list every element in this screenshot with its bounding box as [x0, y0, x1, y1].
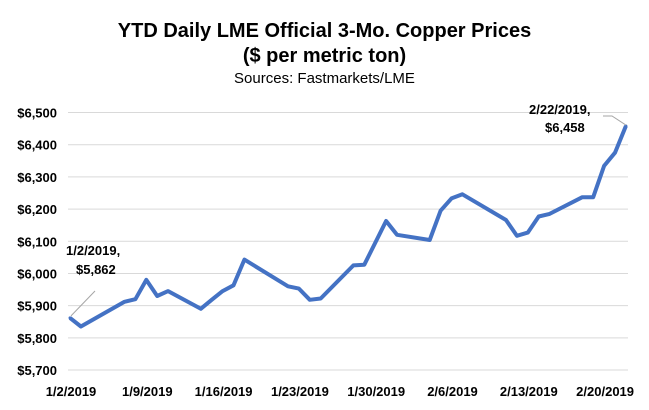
x-tick-label: 2/20/2019 [576, 384, 634, 399]
data-point [395, 233, 399, 237]
chart-subtitle: Sources: Fastmarkets/LME [234, 70, 415, 87]
y-tick-label: $6,100 [17, 234, 57, 249]
data-point [428, 238, 432, 242]
data-point [297, 287, 301, 291]
data-point [133, 297, 137, 301]
data-point [199, 307, 203, 311]
x-tick-label: 1/2/2019 [46, 384, 97, 399]
x-tick-label: 1/16/2019 [195, 384, 253, 399]
series-line [68, 125, 628, 329]
data-point [460, 192, 464, 196]
data-point [286, 284, 290, 288]
y-tick-label: $5,700 [17, 363, 57, 378]
x-tick-label: 2/13/2019 [500, 384, 558, 399]
data-point [144, 278, 148, 282]
data-point [221, 289, 225, 293]
data-point [351, 263, 355, 267]
data-point [613, 151, 617, 155]
data-point [68, 316, 72, 320]
annotation-end-date: 2/22/2019, [529, 102, 590, 117]
data-point [439, 209, 443, 213]
x-tick-label: 1/30/2019 [347, 384, 405, 399]
data-point [155, 294, 159, 298]
data-point [602, 164, 606, 168]
data-point [515, 234, 519, 238]
data-point [384, 219, 388, 223]
data-point [504, 218, 508, 222]
x-tick-label: 2/6/2019 [427, 384, 478, 399]
data-point [308, 298, 312, 302]
data-point [591, 195, 595, 199]
x-tick-label: 1/23/2019 [271, 384, 329, 399]
data-point [548, 212, 552, 216]
x-tick-label: 1/9/2019 [122, 384, 173, 399]
y-tick-label: $6,000 [17, 266, 57, 281]
data-point [319, 297, 323, 301]
y-tick-label: $6,400 [17, 138, 57, 153]
data-point [232, 283, 235, 287]
chart-title-line2: ($ per metric ton) [242, 45, 407, 67]
data-point [242, 258, 246, 262]
y-tick-label: $5,800 [17, 331, 57, 346]
data-point [526, 231, 530, 235]
data-point [79, 325, 83, 329]
annotation-start-date: 1/2/2019, [66, 243, 120, 258]
y-tick-label: $5,900 [17, 299, 57, 314]
data-point [362, 263, 366, 267]
data-point [210, 298, 214, 302]
chart-title: YTD Daily LME Official 3-Mo. Copper Pric… [117, 20, 532, 42]
y-tick-label: $6,200 [17, 202, 57, 217]
data-point [373, 241, 377, 245]
data-point [580, 195, 584, 199]
data-point [450, 196, 453, 200]
annotation-end-value: $6,458 [545, 120, 585, 135]
data-point [166, 289, 170, 293]
data-point [537, 214, 541, 218]
y-tick-label: $6,300 [17, 170, 57, 185]
annotation-start-value: $5,862 [76, 262, 116, 277]
data-point [624, 124, 628, 128]
annotation-leader [603, 115, 627, 126]
annotation-leader [70, 290, 96, 317]
y-tick-label: $6,500 [17, 106, 57, 121]
data-point [123, 300, 126, 304]
